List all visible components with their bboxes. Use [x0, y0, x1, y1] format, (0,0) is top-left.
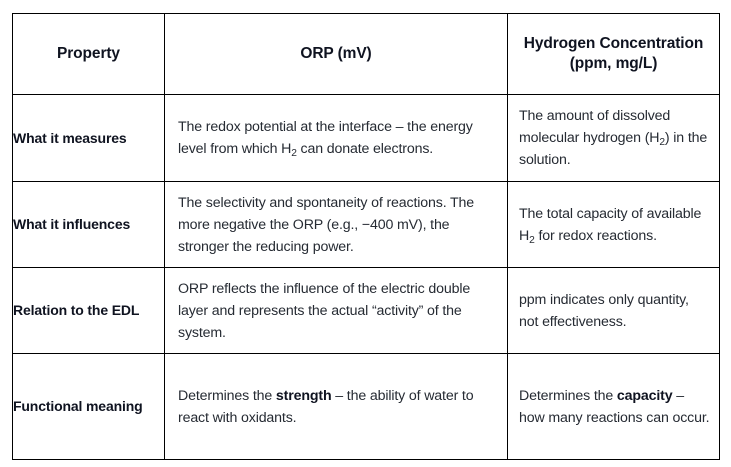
table-row: Functional meaning Determines the streng… [12, 353, 720, 460]
cell-text-part1: Determines the [519, 387, 617, 404]
column-header-hydrogen-line1: Hydrogen Concentration [523, 34, 704, 52]
column-header-property: Property [12, 13, 165, 95]
cell-text-part1: The total capacity of available H [519, 205, 702, 244]
cell-text-part1: The redox potential at the interface – t… [178, 119, 473, 157]
subscript-two: 2 [529, 234, 535, 246]
orp-vs-hydrogen-comparison-table: Property ORP (mV) Hydrogen Concentration… [12, 13, 720, 460]
row-label-what-it-influences: What it influences [12, 181, 165, 268]
cell-text-part1: ORP reflects the influence of the electr… [178, 280, 471, 341]
row-label-what-it-measures: What it measures [12, 94, 165, 182]
cell-hydrogen-what-it-measures: The amount of dissolved molecular hydrog… [507, 94, 720, 182]
cell-text-part1: The amount of dissolved molecular hydrog… [519, 108, 671, 146]
cell-orp-functional-meaning: Determines the strength – the ability of… [164, 353, 508, 460]
cell-hydrogen-functional-meaning: Determines the capacity – how many react… [507, 353, 720, 460]
cell-text-part1: ppm indicates only quantity, not effecti… [519, 291, 689, 330]
emphasis-strength: strength [275, 387, 332, 404]
cell-text-part1: The selectivity and spontaneity of react… [178, 194, 475, 255]
table-header-row: Property ORP (mV) Hydrogen Concentration… [12, 13, 720, 95]
row-label-relation-to-the-edl: Relation to the EDL [12, 267, 165, 354]
cell-text-part2: for redox reactions. [534, 227, 657, 244]
cell-orp-what-it-measures: The redox potential at the interface – t… [164, 94, 508, 182]
subscript-two: 2 [659, 136, 665, 148]
cell-text-part1: Determines the [178, 387, 276, 404]
column-header-hydrogen-line2: (ppm, mg/L) [569, 55, 658, 72]
column-header-orp: ORP (mV) [164, 13, 508, 95]
cell-hydrogen-relation-to-the-edl: ppm indicates only quantity, not effecti… [507, 267, 720, 354]
table-row: What it measures The redox potential at … [12, 94, 720, 182]
column-header-hydrogen-concentration: Hydrogen Concentration (ppm, mg/L) [507, 13, 720, 95]
cell-text-part2: can donate electrons. [296, 141, 434, 157]
table-row: Relation to the EDL ORP reflects the inf… [12, 267, 720, 354]
table-row: What it influences The selectivity and s… [12, 181, 720, 268]
cell-text-part2: – how many reactions can occur. [519, 387, 710, 426]
subscript-two: 2 [291, 147, 297, 159]
row-label-functional-meaning: Functional meaning [12, 353, 165, 460]
cell-orp-relation-to-the-edl: ORP reflects the influence of the electr… [164, 267, 508, 354]
cell-hydrogen-what-it-influences: The total capacity of available H2 for r… [507, 181, 720, 268]
cell-text-part2: ) in the solution. [519, 130, 708, 168]
emphasis-capacity: capacity [616, 387, 673, 404]
cell-text-part2: – the ability of water to react with oxi… [178, 387, 474, 426]
cell-orp-what-it-influences: The selectivity and spontaneity of react… [164, 181, 508, 268]
